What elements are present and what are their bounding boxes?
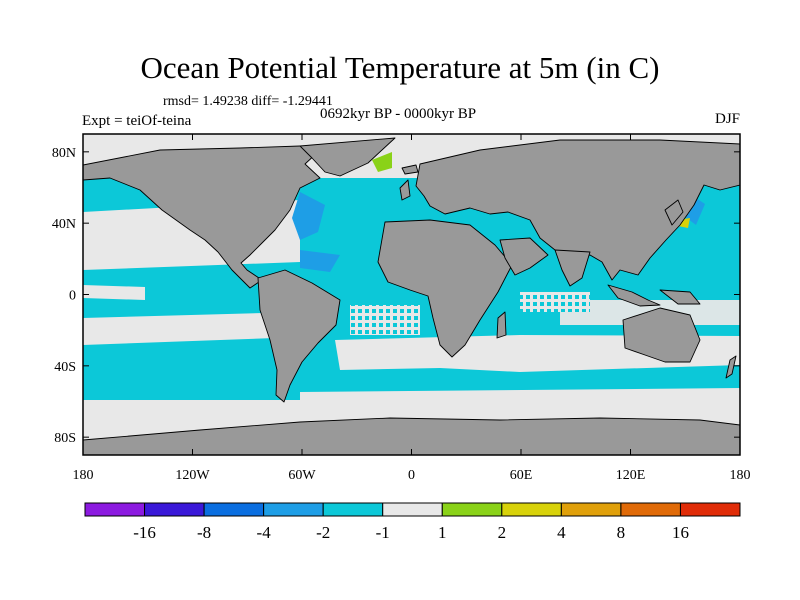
y-tick-label: 80S bbox=[54, 431, 76, 446]
x-tick-label: 60W bbox=[288, 468, 316, 483]
y-tick-label: 0 bbox=[69, 289, 76, 304]
y-tick-label: 40N bbox=[52, 217, 76, 232]
landmass-antarctica bbox=[83, 417, 740, 455]
y-tick-label: 40S bbox=[54, 360, 76, 375]
landmass-greenland bbox=[299, 137, 396, 177]
x-tick-label: 60E bbox=[510, 468, 533, 483]
colorbar-label: -8 bbox=[197, 523, 211, 542]
season-label: DJF bbox=[714, 111, 740, 127]
landmass-new-zealand bbox=[725, 355, 737, 379]
colorbar-swatch bbox=[263, 502, 324, 517]
x-tick-label: 180 bbox=[730, 468, 751, 483]
landmass-eurasia bbox=[415, 139, 740, 281]
warm-anomaly-patch bbox=[372, 152, 392, 172]
map-axes: 180 120W 60W 0 60E 120E 180 80N 40N 0 40S 80S bbox=[52, 134, 751, 483]
land-masses bbox=[83, 137, 740, 455]
colorbar-label: 4 bbox=[557, 523, 566, 542]
dotted-anomaly-patch-2 bbox=[520, 292, 590, 312]
colorbar-swatch bbox=[441, 502, 503, 517]
cool-anomaly-patches bbox=[292, 192, 705, 272]
map-title: Ocean Potential Temperature at 5m (in C) bbox=[140, 50, 660, 85]
x-tick-label: 120E bbox=[616, 468, 646, 483]
colorbar-swatch bbox=[382, 502, 443, 517]
x-tick-label: 180 bbox=[73, 468, 94, 483]
landmass-maritime-continent bbox=[607, 284, 661, 307]
colorbar-label: 1 bbox=[438, 523, 447, 542]
period-label: 0692kyr BP - 0000kyr BP bbox=[320, 106, 477, 122]
landmass-madagascar bbox=[496, 311, 507, 339]
landmass-india bbox=[554, 249, 591, 287]
colorbar-swatch bbox=[144, 502, 205, 517]
colorbar-label: -2 bbox=[316, 523, 330, 542]
x-tick-label: 0 bbox=[408, 468, 415, 483]
colorbar-swatch bbox=[84, 502, 146, 517]
colorbar-swatch bbox=[501, 502, 562, 517]
landmass-south-america bbox=[257, 269, 341, 403]
stats-text: rmsd= 1.49238 diff= -1.29441 bbox=[163, 94, 333, 109]
landmass-australia bbox=[622, 307, 701, 363]
dotted-anomaly-patch bbox=[350, 305, 420, 335]
colorbar-label: -4 bbox=[257, 523, 272, 542]
y-tick-label: 80N bbox=[52, 146, 76, 161]
landmass-africa bbox=[377, 219, 513, 358]
map-body bbox=[83, 134, 740, 455]
colorbar-label: 16 bbox=[672, 523, 689, 542]
landmass-uk bbox=[399, 179, 411, 201]
x-tick-label: 120W bbox=[175, 468, 210, 483]
colorbar-swatch bbox=[620, 502, 681, 517]
colorbar-label: 8 bbox=[617, 523, 626, 542]
colorbar-label: -1 bbox=[376, 523, 390, 542]
colorbar-label: 2 bbox=[498, 523, 507, 542]
landmass-japan bbox=[664, 199, 684, 226]
colorbar-swatch bbox=[679, 502, 741, 517]
colorbar-label: -16 bbox=[133, 523, 156, 542]
colorbar-swatch bbox=[203, 502, 265, 517]
landmass-arabia bbox=[499, 237, 549, 276]
colorbar: -16 -8 -4 -2 -1 1 2 4 8 16 bbox=[84, 502, 741, 542]
colorbar-swatch bbox=[560, 502, 622, 517]
colorbar-swatch bbox=[322, 502, 384, 517]
landmass-iceland bbox=[401, 164, 419, 175]
experiment-label: Expt = teiOf-teina bbox=[82, 113, 192, 129]
